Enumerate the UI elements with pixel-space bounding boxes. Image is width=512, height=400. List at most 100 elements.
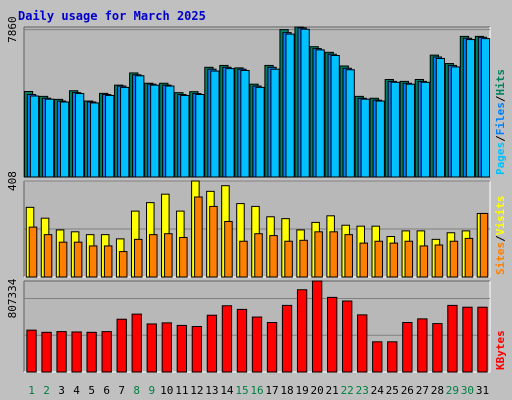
day-label-24: 24 bbox=[371, 384, 385, 397]
bar-pages-18 bbox=[285, 33, 295, 178]
bar-pages-20 bbox=[315, 49, 325, 178]
bar-pages-29 bbox=[450, 66, 461, 178]
day-label-6: 6 bbox=[103, 384, 110, 397]
bar-sites-3 bbox=[58, 241, 68, 278]
side-legend-part: Hits bbox=[494, 69, 507, 96]
bar-pages-30 bbox=[465, 39, 476, 178]
panel-visits-sites: 408 Sites/Visits bbox=[6, 171, 507, 278]
bar-sites-1 bbox=[28, 226, 38, 278]
bar-kbytes-3 bbox=[56, 331, 67, 373]
side-legend-part: Files bbox=[494, 102, 507, 135]
bar-pages-10 bbox=[165, 85, 175, 178]
day-label-31: 31 bbox=[476, 384, 489, 397]
bar-sites-8 bbox=[133, 238, 143, 278]
day-label-9: 9 bbox=[148, 384, 155, 397]
day-label-18: 18 bbox=[280, 384, 293, 397]
bar-kbytes-5 bbox=[86, 331, 97, 373]
bar-kbytes-14 bbox=[221, 305, 233, 373]
chart-title: Daily usage for March 2025 bbox=[18, 9, 206, 23]
bar-sites-12 bbox=[194, 196, 203, 278]
bar-kbytes-9 bbox=[146, 323, 157, 373]
day-labels: 1 2 3 4 5 6 7 8 9 10 11 12 13 14 15 16 17 18 19 20 21 22 23 24 2… bbox=[28, 384, 489, 397]
bar-pages-9 bbox=[150, 84, 160, 178]
bar-sites-30 bbox=[464, 237, 474, 278]
bar-sites-23 bbox=[359, 242, 368, 278]
bar-kbytes-11 bbox=[176, 324, 187, 373]
bar-kbytes-10 bbox=[161, 322, 172, 373]
bar-sites-6 bbox=[103, 245, 113, 278]
bar-pages-24 bbox=[375, 100, 385, 178]
bar-sites-2 bbox=[43, 234, 53, 278]
bar-kbytes-31 bbox=[477, 306, 488, 373]
bar-pages-25 bbox=[390, 81, 400, 178]
bar-pages-2 bbox=[44, 98, 55, 178]
ymax-label: 7860 bbox=[6, 16, 19, 43]
side-legend-part: / bbox=[494, 135, 507, 142]
bar-sites-27 bbox=[419, 245, 429, 278]
bar-pages-7 bbox=[120, 86, 130, 178]
day-label-3: 3 bbox=[58, 384, 65, 397]
bar-sites-4 bbox=[73, 241, 83, 278]
side-legend-part: / bbox=[494, 235, 507, 242]
series-pages bbox=[29, 28, 491, 178]
bar-sites-13 bbox=[209, 205, 218, 278]
day-label-15: 15 bbox=[235, 384, 248, 397]
bar-sites-14 bbox=[224, 220, 233, 278]
day-label-4: 4 bbox=[73, 384, 80, 397]
day-label-12: 12 bbox=[190, 384, 203, 397]
bar-pages-4 bbox=[74, 93, 85, 178]
bar-kbytes-17 bbox=[266, 322, 278, 373]
bar-sites-25 bbox=[389, 242, 399, 278]
day-label-28: 28 bbox=[431, 384, 444, 397]
bar-kbytes-15 bbox=[236, 308, 248, 373]
day-label-23: 23 bbox=[356, 384, 369, 397]
side-legend: Pages/Files/Hits bbox=[494, 69, 507, 175]
bar-sites-18 bbox=[284, 240, 293, 278]
bar-sites-11 bbox=[179, 236, 188, 278]
day-label-26: 26 bbox=[401, 384, 414, 397]
bar-pages-5 bbox=[90, 102, 100, 178]
bar-sites-29 bbox=[449, 240, 459, 278]
bar-sites-22 bbox=[344, 234, 353, 278]
bar-sites-17 bbox=[269, 235, 278, 278]
bar-pages-1 bbox=[29, 95, 40, 178]
series-sites bbox=[28, 196, 489, 278]
bar-pages-26 bbox=[405, 83, 415, 178]
bar-kbytes-4 bbox=[71, 331, 82, 373]
bar-sites-15 bbox=[239, 240, 248, 278]
bar-kbytes-24 bbox=[372, 341, 383, 373]
day-label-27: 27 bbox=[416, 384, 429, 397]
bar-pages-31 bbox=[480, 38, 491, 178]
day-label-11: 11 bbox=[175, 384, 188, 397]
day-label-14: 14 bbox=[220, 384, 234, 397]
bar-sites-10 bbox=[164, 233, 173, 278]
bar-sites-31 bbox=[479, 212, 489, 278]
day-label-30: 30 bbox=[461, 384, 474, 397]
bar-kbytes-21 bbox=[327, 296, 338, 373]
bar-sites-5 bbox=[88, 245, 98, 278]
bar-pages-27 bbox=[420, 81, 430, 178]
day-label-16: 16 bbox=[250, 384, 263, 397]
bar-kbytes-26 bbox=[402, 322, 413, 373]
day-label-20: 20 bbox=[311, 384, 324, 397]
bar-pages-15 bbox=[240, 70, 250, 178]
bar-sites-7 bbox=[118, 251, 128, 278]
bar-kbytes-8 bbox=[131, 313, 142, 373]
day-label-8: 8 bbox=[133, 384, 140, 397]
bar-pages-11 bbox=[180, 94, 190, 178]
bar-kbytes-7 bbox=[116, 318, 127, 373]
bar-pages-21 bbox=[330, 55, 340, 178]
bar-sites-16 bbox=[254, 233, 263, 278]
ymax-label: 408 bbox=[6, 171, 19, 191]
day-label-21: 21 bbox=[326, 384, 339, 397]
bar-pages-19 bbox=[300, 28, 310, 178]
bar-pages-3 bbox=[59, 101, 70, 178]
bar-kbytes-1 bbox=[26, 329, 37, 373]
bar-pages-16 bbox=[255, 86, 265, 178]
bar-sites-9 bbox=[149, 234, 158, 278]
day-label-29: 29 bbox=[446, 384, 459, 397]
day-label-2: 2 bbox=[43, 384, 50, 397]
day-label-13: 13 bbox=[205, 384, 218, 397]
side-legend-part: / bbox=[494, 95, 507, 102]
bar-pages-12 bbox=[195, 94, 205, 178]
